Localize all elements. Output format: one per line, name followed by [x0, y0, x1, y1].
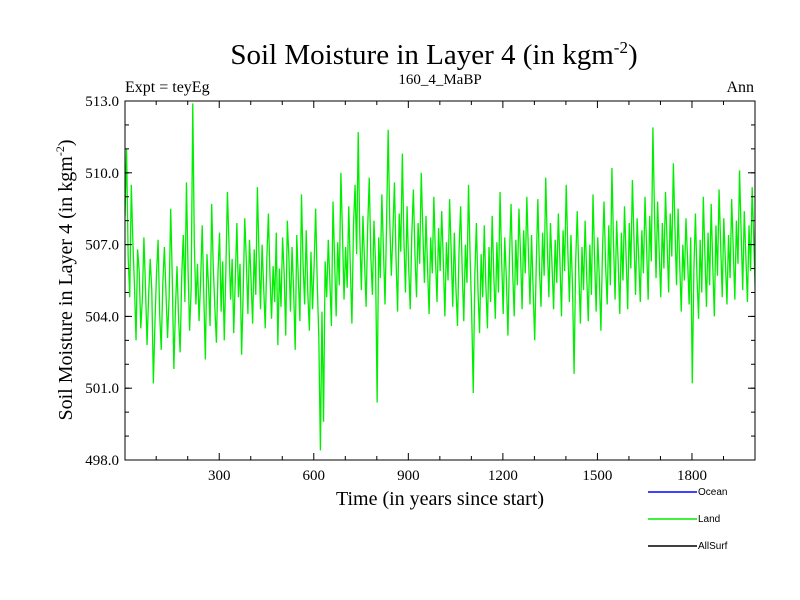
y-tick-label: 498.0: [85, 453, 119, 469]
legend-label-ocean: Ocean: [698, 487, 727, 498]
subtitle-run: 160_4_MaBP: [398, 72, 481, 88]
x-axis-label: Time (in years since start): [336, 488, 544, 510]
chart-title: Soil Moisture in Layer 4 (in kgm-2): [230, 38, 637, 71]
y-tick-label: 507.0: [85, 238, 119, 254]
x-tick-label: 600: [303, 468, 326, 484]
y-tick-label: 513.0: [85, 94, 119, 110]
y-tick-label: 510.0: [85, 166, 119, 182]
legend-label-allsurf: AllSurf: [698, 541, 728, 552]
tick-layer: 300 600 900 1200 1500 1800 498.0 501.0 504.0 507.…: [85, 94, 755, 484]
y-axis-label: Soil Moisture in Layer 4 (in kgm-2): [53, 139, 77, 420]
legend: Ocean Land AllSurf: [648, 487, 728, 552]
x-tick-label: 300: [208, 468, 231, 484]
x-tick-label: 1200: [488, 468, 518, 484]
legend-label-land: Land: [698, 514, 720, 525]
y-tick-label: 501.0: [85, 381, 119, 397]
series-line-land: [125, 103, 755, 451]
x-tick-label: 900: [397, 468, 420, 484]
series-layer: [125, 103, 755, 451]
x-tick-label: 1800: [677, 468, 707, 484]
subtitle-experiment: Expt = teyEg: [125, 79, 210, 96]
x-tick-label: 1500: [582, 468, 612, 484]
subtitle-season: Ann: [726, 79, 754, 96]
y-tick-label: 504.0: [85, 309, 119, 325]
